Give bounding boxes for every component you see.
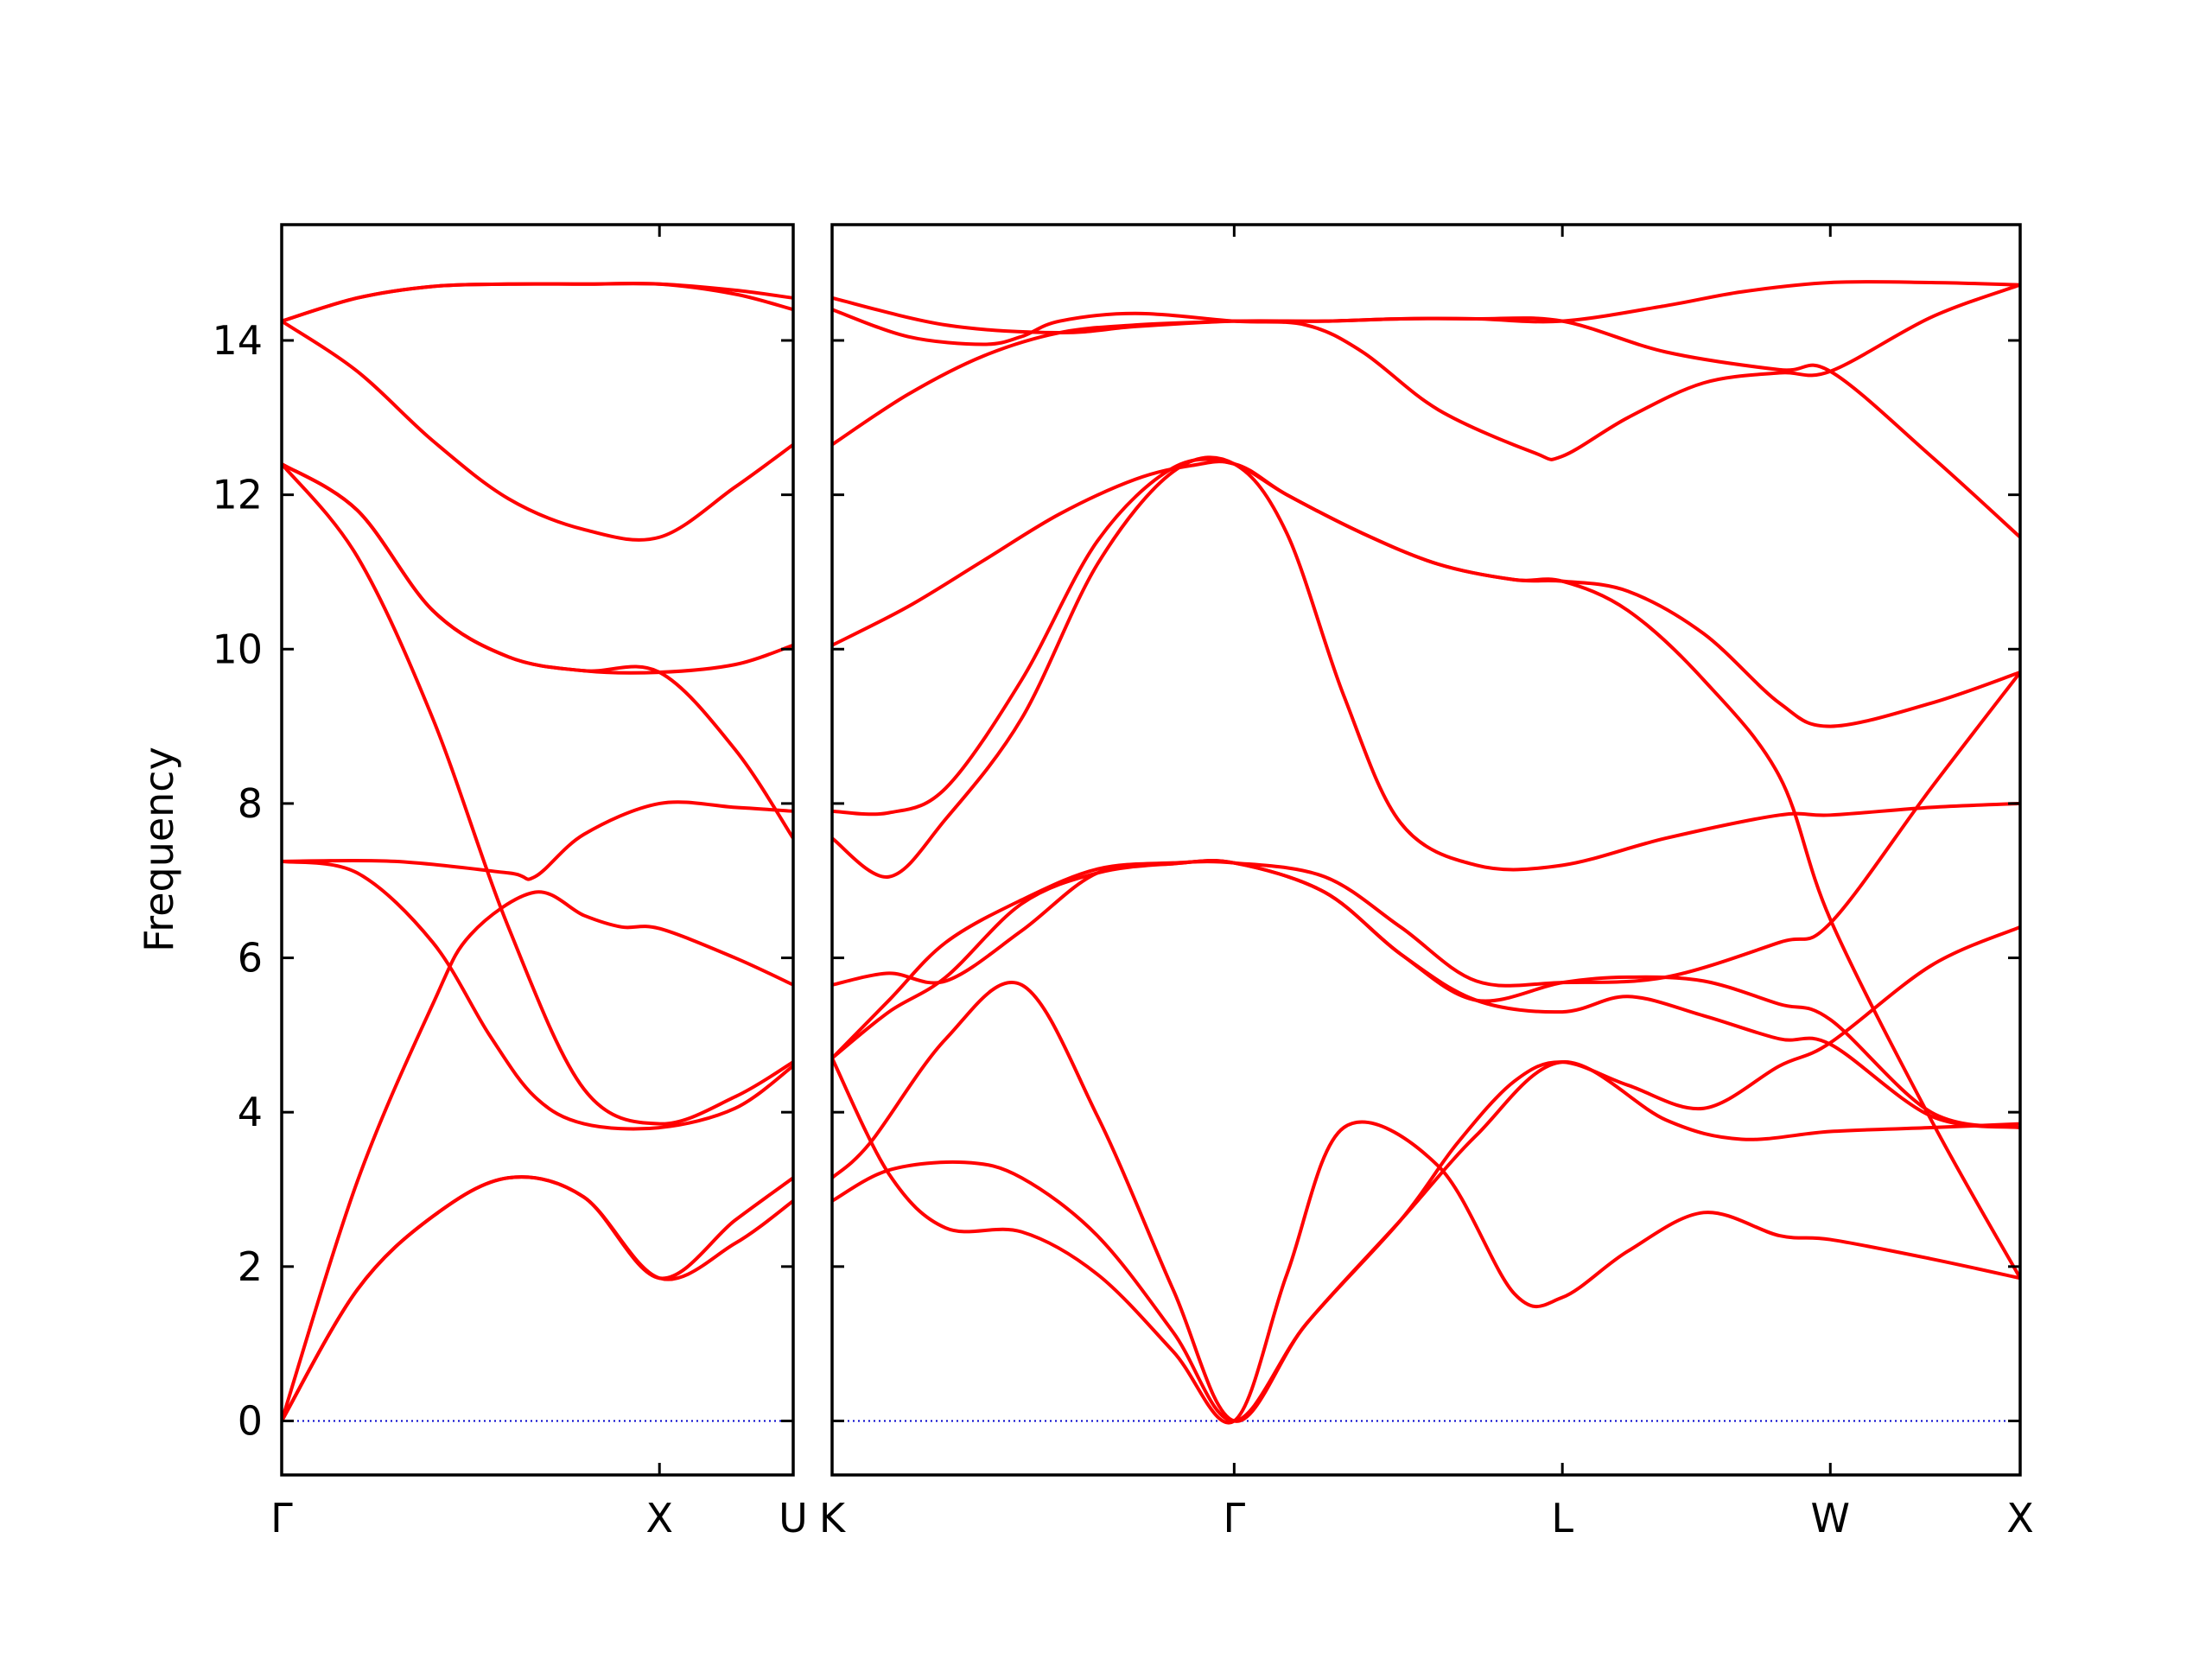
y-tick-label: 8 [238,780,263,827]
y-tick-label: 6 [238,935,263,982]
band-line-left-4 [282,859,793,1131]
y-tick-label: 4 [238,1089,263,1135]
x-tick-label: Γ [270,1495,293,1541]
x-tick-label: W [1811,1495,1850,1541]
plot-area: Γ X U 0 2 4 6 8 10 12 14 K Γ L W X [212,223,2034,1541]
band-line-right-4 [832,671,2020,1060]
y-tick-label: 12 [212,472,263,518]
band-line-left-8 [282,461,793,841]
band-line-right-7 [832,455,2020,879]
axes-frame [830,223,2022,1477]
band-line-left-2 [282,1175,793,1423]
x-tick-label: Γ [1224,1495,1246,1541]
panel-left: Γ X U 0 2 4 6 8 10 12 14 [212,223,808,1541]
band-line-right-11 [832,283,2020,461]
x-tick-label: X [2006,1495,2034,1541]
band-group [282,281,793,1423]
band-line-right-2 [832,925,2020,1423]
x-tick-label: L [1551,1495,1573,1541]
band-line-left-3 [282,890,793,1423]
band-line-right-3 [832,1056,2020,1425]
band-line-left-7 [282,461,793,675]
band-line-left-1 [282,1175,793,1423]
x-tick-label: U [779,1495,808,1541]
band-line-left-9 [282,319,793,542]
y-tick-label: 14 [212,317,263,364]
band-group [832,280,2020,1425]
band-line-left-11 [282,281,793,323]
band-line-right-9 [832,460,2020,728]
band-line-left-6 [282,461,793,1126]
band-line-right-6 [832,859,2020,1130]
y-axis-title: Frequency [136,747,182,952]
axes-frame [280,223,795,1477]
band-line-right-5 [832,859,2020,1130]
band-line-left-5 [282,800,793,881]
y-tick-label: 10 [212,626,263,672]
y-tick-label: 2 [238,1243,263,1290]
band-line-right-10 [832,280,2020,447]
x-tick-label: X [645,1495,673,1541]
x-tick-label: K [819,1495,847,1541]
y-tick-label: 0 [238,1397,263,1444]
band-line-right-12 [832,296,2020,539]
